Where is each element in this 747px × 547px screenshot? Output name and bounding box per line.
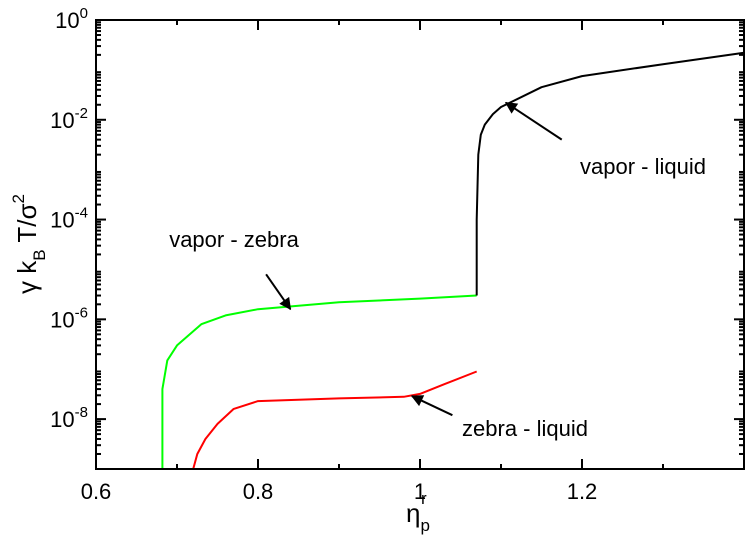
y-tick-label: 10-2 xyxy=(50,105,88,133)
annotation-arrow xyxy=(410,395,453,417)
tick-layer: 0.6 0.8 1 1.2 100 10-2 10-4 10-6 10-8 xyxy=(50,5,744,504)
annotation-arrow xyxy=(265,273,292,311)
y-tick-label: 100 xyxy=(55,5,88,33)
axis-labels: ηpr γ kB T/σ2 xyxy=(9,194,430,535)
annotation-layer: vapor - liquid vapor - zebra zebra - liqui… xyxy=(169,101,706,441)
y-tick-label: 10-8 xyxy=(50,404,88,432)
x-tick-label: 0.8 xyxy=(243,479,274,504)
y-tick-label: 10-4 xyxy=(50,205,88,233)
x-axis-label: ηpr xyxy=(406,489,430,535)
annotation-label: vapor - liquid xyxy=(580,154,706,179)
annotation-label: zebra - liquid xyxy=(462,416,588,441)
annotation-arrow xyxy=(504,101,563,141)
series-line-3 xyxy=(192,370,478,470)
x-tick-label: 0.6 xyxy=(81,479,112,504)
x-tick-label: 1.2 xyxy=(567,479,598,504)
y-axis-label: γ kB T/σ2 xyxy=(9,194,49,294)
series-line-2 xyxy=(475,51,745,296)
series-line-1 xyxy=(161,294,477,469)
annotation-label: vapor - zebra xyxy=(169,227,299,252)
x-tick-label: 1 xyxy=(414,479,426,504)
y-tick-label: 10-6 xyxy=(50,304,88,332)
series-layer xyxy=(161,51,745,470)
